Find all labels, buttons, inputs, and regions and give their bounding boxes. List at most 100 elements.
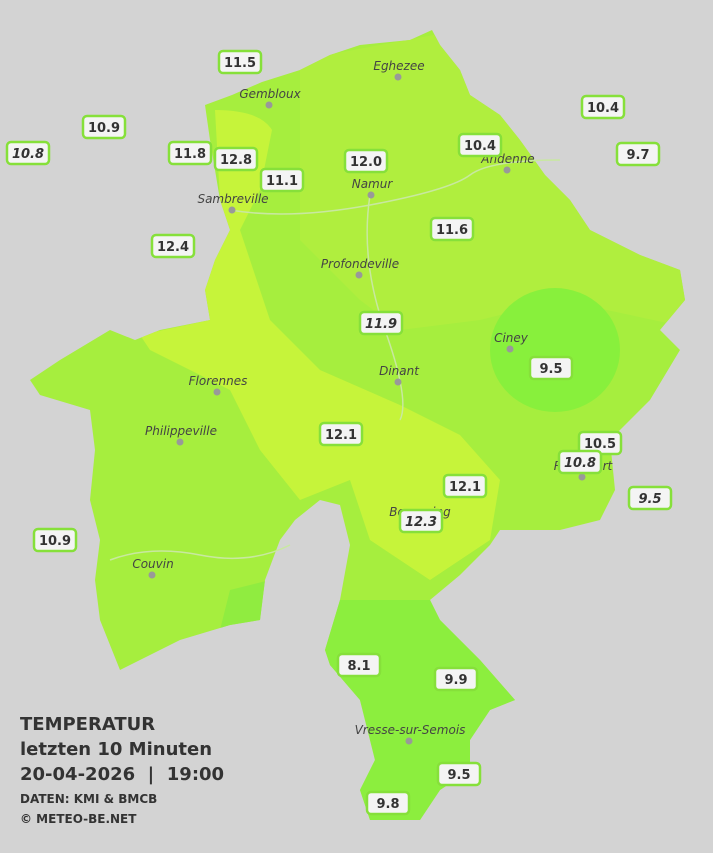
station-value: 9.8 — [376, 797, 399, 812]
city-dot — [176, 438, 184, 446]
station-box — [627, 485, 673, 511]
station-value: 9.9 — [444, 673, 467, 688]
legend-copyright: © METEO-BE.NET — [20, 812, 137, 826]
station: 11.9 — [358, 310, 404, 336]
station-value: 10.8 — [12, 147, 44, 162]
station-box — [259, 167, 305, 193]
city-label: Florennes — [189, 374, 248, 388]
station-value: 10.9 — [39, 534, 71, 549]
station: 10.8 — [5, 140, 51, 166]
station: 10.8 — [557, 449, 603, 475]
station-box — [150, 233, 196, 259]
station-box — [429, 216, 475, 242]
city-dot — [394, 378, 402, 386]
station: 9.8 — [365, 790, 411, 816]
station-box — [580, 94, 626, 120]
station-value: 11.1 — [266, 174, 298, 189]
station-box — [528, 355, 574, 381]
station-box — [557, 449, 603, 475]
station-value: 12.1 — [325, 428, 357, 443]
city-label: Couvin — [132, 557, 173, 571]
station: 9.5 — [436, 761, 482, 787]
city-label: Namur — [352, 177, 394, 191]
station-value: 9.5 — [539, 362, 562, 377]
station-value: 12.0 — [350, 155, 382, 170]
station: 9.9 — [433, 666, 479, 692]
station-box — [442, 473, 488, 499]
station: 8.1 — [336, 652, 382, 678]
station-box — [365, 790, 411, 816]
station: 12.8 — [213, 146, 259, 172]
station-value: 9.7 — [626, 148, 649, 163]
station: 9.5 — [627, 485, 673, 511]
station-box — [343, 148, 389, 174]
city-dot — [503, 166, 511, 174]
station: 10.5 — [577, 430, 623, 456]
city-dot — [148, 571, 156, 579]
station-box — [433, 666, 479, 692]
station-box — [615, 141, 661, 167]
city-label: Ciney — [494, 331, 529, 345]
station-value: 12.1 — [449, 480, 481, 495]
city-dot — [405, 737, 413, 745]
station-value: 8.1 — [347, 659, 370, 674]
legend-datetime: 20-04-2026 | 19:00 — [20, 764, 224, 785]
station: 11.8 — [167, 140, 213, 166]
legend-source: DATEN: KMI & BMCB — [20, 792, 157, 806]
station-value: 12.8 — [220, 153, 252, 168]
city-label: Gembloux — [239, 87, 301, 101]
station-box — [32, 527, 78, 553]
station-box — [457, 132, 503, 158]
station: 12.1 — [442, 473, 488, 499]
station: 12.0 — [343, 148, 389, 174]
station-box — [167, 140, 213, 166]
station: 11.6 — [429, 216, 475, 242]
city-label: Vresse-sur-Semois — [355, 723, 466, 737]
station-value: 11.6 — [436, 223, 468, 238]
station-value: 11.9 — [365, 317, 397, 332]
station: 10.4 — [580, 94, 626, 120]
city-label: Philippeville — [145, 424, 217, 438]
station: 9.7 — [615, 141, 661, 167]
city-dot — [394, 73, 402, 81]
city-label: Eghezee — [373, 59, 424, 73]
station-value: 9.5 — [638, 492, 661, 507]
city-label: Profondeville — [321, 257, 399, 271]
station-box — [318, 421, 364, 447]
station: 12.3 — [398, 508, 444, 534]
station: 11.1 — [259, 167, 305, 193]
station-value: 10.5 — [584, 437, 616, 452]
station-box — [81, 114, 127, 140]
station-value: 10.4 — [464, 139, 496, 154]
city-dot — [213, 388, 221, 396]
legend-period: letzten 10 Minuten — [20, 739, 212, 760]
station-box — [436, 761, 482, 787]
city-dot — [265, 101, 273, 109]
station-value: 10.4 — [587, 101, 619, 116]
station-value: 9.5 — [447, 768, 470, 783]
station: 9.5 — [528, 355, 574, 381]
station: 12.1 — [318, 421, 364, 447]
station-value: 11.8 — [174, 147, 206, 162]
city-dot — [367, 191, 375, 199]
station: 10.9 — [32, 527, 78, 553]
station-box — [336, 652, 382, 678]
legend-title: TEMPERATUR — [20, 714, 155, 735]
station-value: 12.4 — [157, 240, 189, 255]
city-dot — [506, 345, 514, 353]
station-box — [213, 146, 259, 172]
station-value: 11.5 — [224, 56, 256, 71]
station-box — [5, 140, 51, 166]
station: 11.5 — [217, 49, 263, 75]
station-value: 10.8 — [564, 456, 596, 471]
city-label: Sambreville — [197, 192, 268, 206]
station-box — [358, 310, 404, 336]
city-dot — [578, 473, 586, 481]
city-dot — [228, 206, 236, 214]
station: 10.9 — [81, 114, 127, 140]
station-value: 10.9 — [88, 121, 120, 136]
station: 10.4 — [457, 132, 503, 158]
station-value: 12.3 — [405, 515, 437, 530]
city-dot — [355, 271, 363, 279]
